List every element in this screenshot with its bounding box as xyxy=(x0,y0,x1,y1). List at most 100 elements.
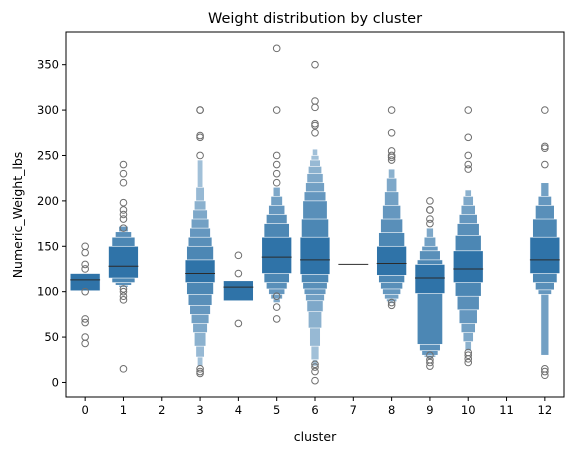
outlier-point-8-6 xyxy=(387,298,396,307)
outlier-point-10-6 xyxy=(464,351,473,360)
outlier-point-1-8 xyxy=(119,285,128,293)
boxen-level-1-0 xyxy=(108,245,139,279)
y-tick-label-350: 350 xyxy=(37,58,59,72)
boxen-level-4-0 xyxy=(223,280,254,302)
outlier-point-1-0 xyxy=(119,160,128,169)
boxen-level-10-0 xyxy=(452,250,484,283)
boxen-level-12-0 xyxy=(529,236,561,274)
boxen-cluster-1 xyxy=(108,160,139,373)
x-axis: 0 1 2 3 4 5 6 7 8 9 10 11 12 xyxy=(81,397,552,417)
y-axis: 0 50 100 150 200 250 300 350 xyxy=(37,58,66,389)
outlier-point-5-8 xyxy=(272,315,281,323)
outlier-point-3-1 xyxy=(196,106,204,114)
outlier-point-0-4 xyxy=(81,287,89,296)
outlier-point-8-7 xyxy=(387,301,396,310)
outlier-point-1-3 xyxy=(119,198,128,207)
outlier-point-8-4 xyxy=(387,153,396,162)
boxen-cluster-4 xyxy=(223,251,254,328)
y-tick-label-50: 50 xyxy=(44,330,59,344)
outlier-point-6-0 xyxy=(311,60,319,69)
outlier-point-12-3 xyxy=(541,160,549,169)
outlier-point-10-8 xyxy=(464,358,473,367)
x-tick-label-6: 6 xyxy=(311,403,318,417)
outlier-point-6-2 xyxy=(311,103,319,112)
outlier-point-10-7 xyxy=(464,355,473,363)
chart-title: Weight distribution by cluster xyxy=(208,11,422,27)
x-tick-label-9: 9 xyxy=(426,403,433,417)
outlier-point-1-5 xyxy=(119,210,128,219)
boxen-cluster-6 xyxy=(299,60,331,385)
outlier-point-1-7 xyxy=(119,224,128,232)
x-tick-label-0: 0 xyxy=(81,403,88,417)
y-tick-label-150: 150 xyxy=(37,239,59,253)
outlier-point-3-4 xyxy=(196,151,204,160)
outlier-point-0-6 xyxy=(81,318,89,327)
outlier-point-4-0 xyxy=(234,251,243,260)
outlier-point-6-5 xyxy=(311,128,319,137)
y-tick-label-0: 0 xyxy=(52,375,59,389)
boxen-level-9-0 xyxy=(414,264,446,294)
boxen-cluster-0 xyxy=(69,242,101,348)
boxen-level-8-0 xyxy=(376,245,407,276)
outlier-point-5-6 xyxy=(272,292,281,301)
y-tick-label-100: 100 xyxy=(37,285,59,299)
outlier-point-9-0 xyxy=(426,197,434,205)
x-tick-label-3: 3 xyxy=(196,403,203,417)
outlier-point-1-6 xyxy=(119,215,128,223)
y-tick-label-250: 250 xyxy=(37,148,59,162)
outlier-point-5-3 xyxy=(272,160,281,169)
boxen-level-5-0 xyxy=(261,236,292,274)
y-tick-label-200: 200 xyxy=(37,194,59,208)
y-tick-label-300: 300 xyxy=(37,103,59,117)
boxen-cluster-5 xyxy=(261,44,292,323)
outlier-point-5-7 xyxy=(272,303,281,311)
boxen-cluster-9 xyxy=(414,197,446,370)
outlier-point-0-1 xyxy=(81,248,89,257)
boxen-cluster-10 xyxy=(452,106,484,367)
y-axis-title: Numeric_Weight_lbs xyxy=(10,152,25,279)
outlier-point-0-2 xyxy=(81,260,89,269)
outlier-point-12-2 xyxy=(541,144,549,153)
outlier-point-0-7 xyxy=(81,333,89,341)
boxen-level-3-0 xyxy=(184,259,216,283)
boxen-cluster-12 xyxy=(529,106,561,380)
outlier-point-1-9 xyxy=(119,287,128,296)
x-tick-label-1: 1 xyxy=(120,403,127,417)
outlier-point-6-4 xyxy=(311,121,319,130)
outlier-point-4-1 xyxy=(234,269,243,278)
outlier-point-0-8 xyxy=(81,339,89,348)
outlier-point-1-1 xyxy=(119,169,128,178)
outlier-point-0-0 xyxy=(81,242,89,251)
outlier-point-8-0 xyxy=(387,106,396,114)
outlier-point-10-2 xyxy=(464,151,473,160)
outlier-point-10-4 xyxy=(464,165,473,173)
boxen-cluster-8 xyxy=(376,106,407,310)
outlier-point-10-0 xyxy=(464,106,473,114)
outlier-point-0-5 xyxy=(81,315,89,323)
outlier-point-9-4 xyxy=(426,219,434,228)
outlier-point-6-8 xyxy=(311,367,319,376)
outlier-point-9-8 xyxy=(426,362,434,370)
outlier-point-5-4 xyxy=(272,169,281,178)
x-tick-label-5: 5 xyxy=(273,403,280,417)
outlier-point-9-5 xyxy=(426,351,434,360)
outlier-point-1-10 xyxy=(119,292,128,301)
boxen-level-0-0 xyxy=(69,273,101,292)
outlier-point-10-3 xyxy=(464,160,473,169)
outlier-point-8-1 xyxy=(387,128,396,137)
x-tick-label-4: 4 xyxy=(235,403,242,417)
outlier-point-9-3 xyxy=(426,215,434,223)
outlier-point-3-5 xyxy=(196,365,204,373)
x-tick-label-12: 12 xyxy=(538,403,553,417)
outlier-point-0-3 xyxy=(81,265,89,273)
outlier-point-9-2 xyxy=(426,206,434,214)
outlier-point-4-2 xyxy=(234,319,243,328)
outlier-point-5-2 xyxy=(272,151,281,160)
outlier-point-5-1 xyxy=(272,106,281,114)
outlier-point-6-1 xyxy=(311,97,319,105)
boxen-level-6-0 xyxy=(299,236,331,275)
outlier-point-6-6 xyxy=(311,360,319,369)
outlier-point-6-7 xyxy=(311,363,319,371)
x-tick-label-8: 8 xyxy=(388,403,395,417)
outlier-point-12-6 xyxy=(541,371,549,380)
